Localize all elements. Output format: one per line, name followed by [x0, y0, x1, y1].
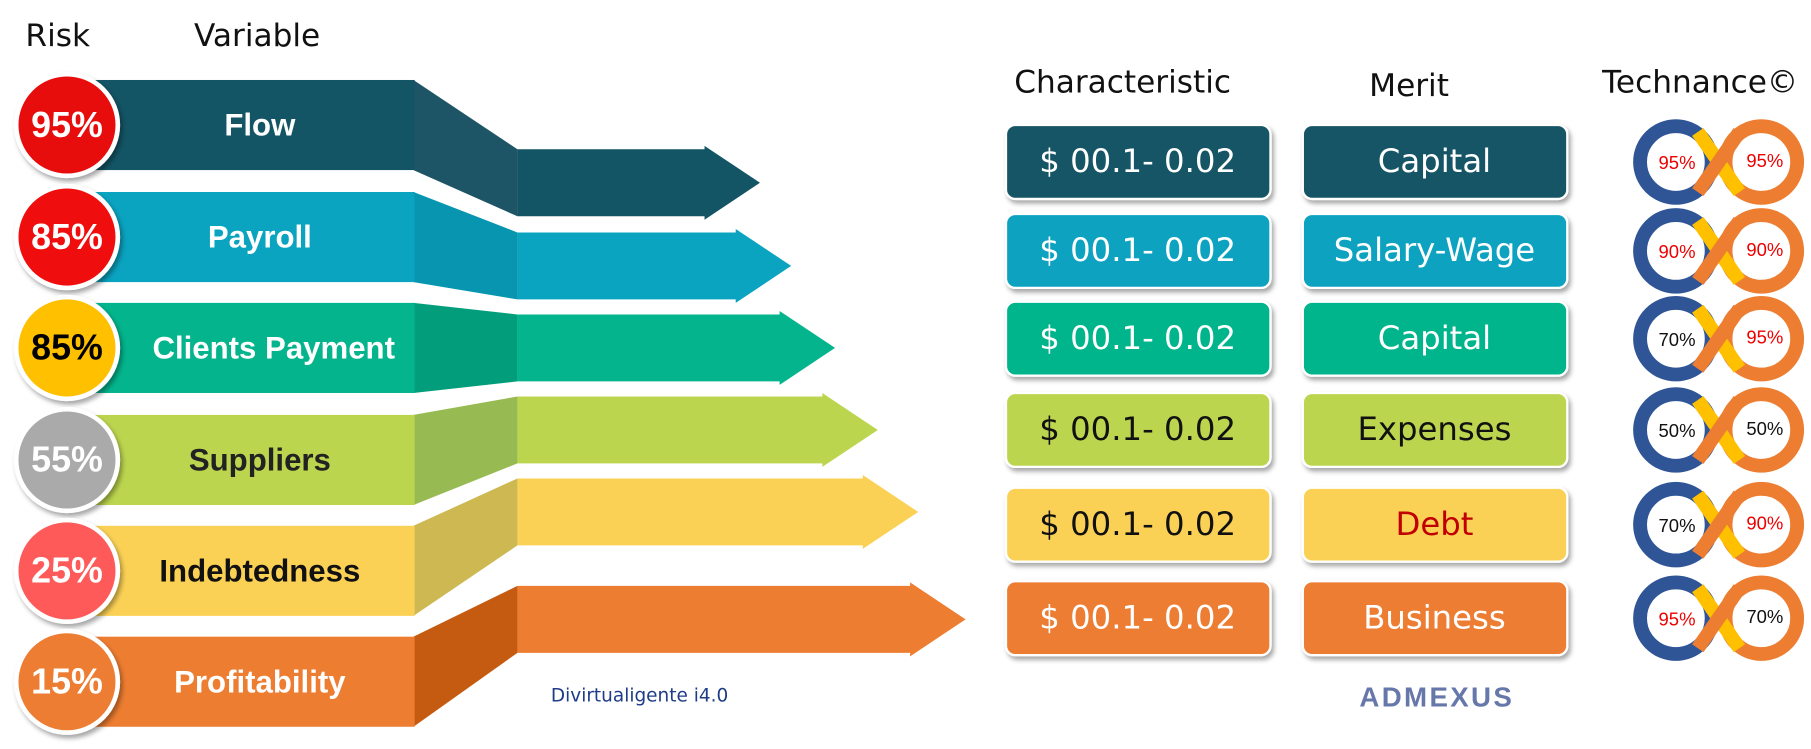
merit-box — [1301, 123, 1569, 201]
merit-box — [1301, 580, 1569, 657]
technance-right: 95% — [1746, 150, 1783, 171]
connector — [413, 396, 518, 506]
variable-band — [69, 414, 415, 506]
characteristic-label: $ 00.1- 0.02 — [1039, 505, 1236, 543]
risk-label: 85% — [31, 217, 103, 257]
technance-right: 90% — [1746, 513, 1783, 534]
characteristic-box — [1004, 391, 1272, 469]
rows: Flow 95% $ 00.1- 0.02 Capital 95% 95% Payroll 8… — [13, 71, 1805, 735]
technance-left: 50% — [1659, 420, 1696, 441]
risk-circle — [13, 628, 121, 735]
technance-right: 95% — [1746, 327, 1783, 348]
technance-left: 95% — [1659, 152, 1696, 173]
characteristic-box — [1004, 123, 1272, 201]
technance-left: 90% — [1659, 241, 1696, 262]
variable-header: Variable — [194, 18, 320, 54]
arrow — [517, 228, 792, 303]
variable-label: Payroll — [208, 220, 312, 255]
merit-label: Capital — [1378, 319, 1491, 357]
variable-band — [69, 302, 415, 393]
technance-right: 90% — [1746, 239, 1783, 260]
connector — [413, 79, 518, 217]
characteristic-box — [1004, 486, 1272, 563]
technance-right: 70% — [1746, 606, 1783, 627]
ring-cross — [1692, 216, 1746, 285]
risk-circle — [13, 71, 121, 179]
variable-label: Suppliers — [189, 443, 331, 478]
risk-label: 25% — [31, 551, 103, 591]
merit-box — [1301, 391, 1569, 469]
risk-circle — [13, 517, 121, 624]
characteristic-label: $ 00.1- 0.02 — [1039, 142, 1236, 180]
characteristic-label: $ 00.1- 0.02 — [1039, 319, 1236, 357]
risk-label: 55% — [31, 440, 103, 480]
risk-label: 15% — [31, 661, 103, 701]
ring-cross — [1692, 395, 1746, 464]
technance-header: Technance© — [1601, 64, 1798, 100]
technance-left: 95% — [1659, 608, 1696, 629]
variable-label: Indebtedness — [159, 553, 360, 588]
technance-left: 70% — [1659, 329, 1696, 350]
merit-label: Expenses — [1357, 410, 1511, 448]
connector — [413, 302, 518, 393]
variable-label: Flow — [224, 108, 296, 143]
merit-label: Salary-Wage — [1334, 231, 1535, 269]
characteristic-label: $ 00.1- 0.02 — [1039, 598, 1236, 636]
variable-band — [69, 525, 415, 616]
characteristic-box — [1004, 300, 1272, 377]
risk-label: 95% — [31, 105, 103, 145]
merit-box — [1301, 212, 1569, 290]
risk-label: 85% — [31, 328, 103, 368]
arrow — [517, 582, 966, 657]
ring-cross — [1692, 304, 1746, 373]
arrow — [517, 474, 919, 549]
risk-circle — [13, 183, 121, 291]
variable-band — [69, 636, 415, 727]
brand-right: ADMEXUS — [1359, 681, 1514, 712]
brand-left: Divirtualigente i4.0 — [551, 686, 728, 707]
ring-cross — [1692, 128, 1746, 196]
variable-band — [69, 192, 415, 283]
variable-band — [69, 79, 415, 171]
merit-label: Business — [1363, 598, 1506, 636]
arrow — [517, 145, 760, 220]
connector — [413, 478, 518, 616]
characteristic-label: $ 00.1- 0.02 — [1039, 410, 1236, 448]
technance-left: 70% — [1659, 515, 1696, 536]
variable-label: Profitability — [174, 664, 346, 699]
ring-cross — [1692, 490, 1746, 559]
risk-circle — [13, 406, 121, 514]
merit-box — [1301, 486, 1569, 563]
connector — [413, 585, 518, 727]
connector — [413, 192, 518, 300]
variable-label: Clients Payment — [152, 330, 395, 365]
ring-cross — [1692, 584, 1746, 653]
technance-right: 50% — [1746, 418, 1783, 439]
arrow — [517, 392, 878, 467]
merit-header: Merit — [1369, 68, 1449, 104]
arrow — [517, 310, 836, 385]
merit-label: Debt — [1395, 505, 1473, 543]
risk-circle — [13, 294, 121, 402]
characteristic-box — [1004, 212, 1272, 290]
characteristic-box — [1004, 580, 1272, 657]
merit-label: Capital — [1378, 142, 1491, 180]
merit-box — [1301, 300, 1569, 377]
characteristic-label: $ 00.1- 0.02 — [1039, 231, 1236, 269]
risk-header: Risk — [25, 18, 90, 54]
characteristic-header: Characteristic — [1014, 64, 1231, 100]
